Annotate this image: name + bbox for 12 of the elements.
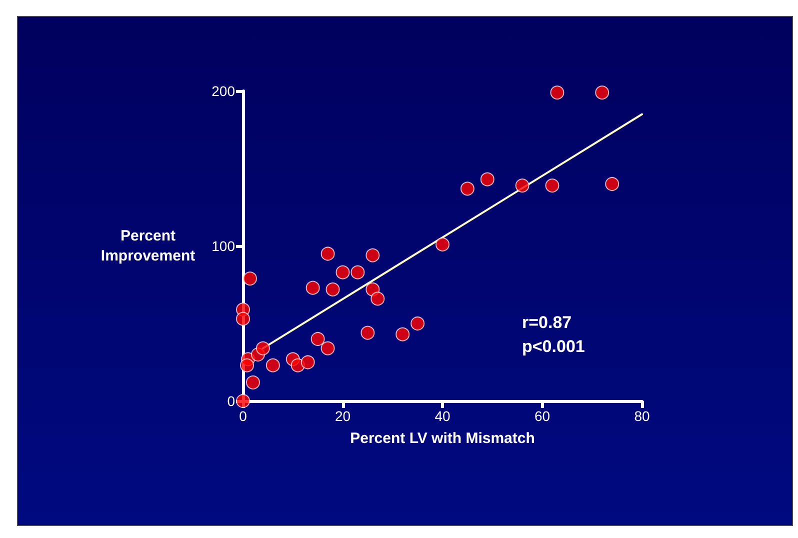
annotation: r=0.87 (522, 313, 572, 332)
x-axis-title: Percent LV with Mismatch (350, 430, 535, 447)
x-tick-label: 80 (634, 408, 650, 424)
x-tick-label: 60 (534, 408, 550, 424)
y-tick-label: 200 (212, 83, 236, 99)
y-axis-title: Percent Improvement (100, 228, 196, 264)
y-tick-label: 0 (227, 393, 236, 409)
x-tick-label: 40 (434, 408, 450, 424)
x-tick-label: 0 (239, 408, 248, 424)
x-tick-label: 20 (334, 408, 351, 424)
annotation: p<0.001 (522, 337, 585, 356)
y-tick-label: 100 (212, 238, 236, 254)
